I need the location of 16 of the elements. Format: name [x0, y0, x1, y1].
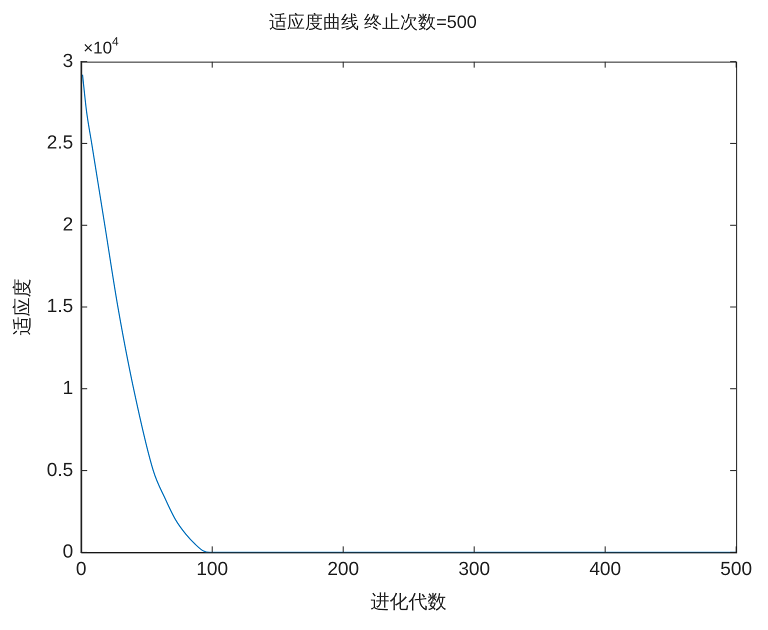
y-tick-label: 1 — [62, 378, 74, 400]
y-tick-label: 0.5 — [46, 460, 74, 481]
chart-title: 适应度曲线 终止次数=500 — [269, 12, 477, 32]
x-tick-label: 200 — [327, 559, 360, 580]
y-tick-label: 0 — [62, 542, 74, 563]
x-tick-label: 0 — [76, 559, 86, 580]
x-axis-title: 进化代数 — [370, 592, 447, 613]
x-tick-label: 500 — [720, 559, 752, 580]
y-tick-label: 3 — [62, 50, 74, 72]
y-tick-label: 2 — [62, 214, 74, 236]
x-tick-label: 100 — [196, 559, 228, 580]
y-axis-title: 适应度 — [12, 278, 34, 336]
x-tick-label: 300 — [458, 559, 490, 580]
y-tick-label: 2.5 — [46, 132, 74, 154]
x-tick-label: 400 — [589, 559, 622, 580]
y-tick-label: 1.5 — [46, 296, 74, 318]
